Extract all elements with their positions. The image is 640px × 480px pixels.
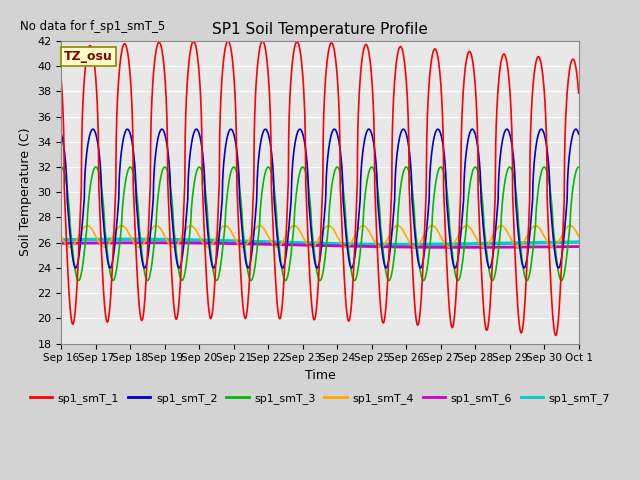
sp1_smT_1 [256,45,264,50]
sp1_smT_6 [256,241,264,247]
sp1_smT_6 [143,240,150,246]
sp1_smT_4 [58,233,65,239]
sp1_smT_1 [565,72,573,78]
sp1_smT_2 [509,151,517,157]
sp1_smT_3 [278,268,286,274]
sp1_smT_1 [116,59,124,64]
Title: SP1 Soil Temperature Profile: SP1 Soil Temperature Profile [212,22,428,37]
sp1_smT_4 [66,244,74,250]
sp1_smT_7 [122,237,130,242]
sp1_smT_2 [565,158,573,164]
Line: sp1_smT_3: sp1_smT_3 [61,167,579,280]
sp1_smT_2 [147,224,155,229]
sp1_smT_6 [58,240,65,246]
Text: No data for f_sp1_smT_5: No data for f_sp1_smT_5 [20,20,165,33]
sp1_smT_3 [116,233,124,239]
sp1_smT_1 [147,121,155,127]
Text: TZ_osu: TZ_osu [64,50,113,63]
sp1_smT_1 [58,78,65,84]
sp1_smT_3 [575,164,582,170]
sp1_smT_1 [552,333,559,338]
sp1_smT_1 [575,90,582,96]
sp1_smT_2 [116,159,124,165]
sp1_smT_2 [278,265,286,271]
Legend: sp1_smT_1, sp1_smT_2, sp1_smT_3, sp1_smT_4, sp1_smT_6, sp1_smT_7: sp1_smT_1, sp1_smT_2, sp1_smT_3, sp1_smT… [26,388,614,408]
sp1_smT_4 [509,240,516,245]
sp1_smT_4 [116,223,124,229]
sp1_smT_4 [256,223,264,228]
sp1_smT_2 [227,126,235,132]
Line: sp1_smT_7: sp1_smT_7 [61,240,579,244]
sp1_smT_6 [455,244,463,250]
sp1_smT_4 [565,223,573,229]
sp1_smT_7 [147,237,155,242]
Line: sp1_smT_4: sp1_smT_4 [61,226,579,247]
sp1_smT_3 [58,164,65,170]
sp1_smT_4 [147,227,155,233]
sp1_smT_6 [147,240,155,246]
sp1_smT_6 [278,242,286,248]
sp1_smT_6 [509,244,517,250]
sp1_smT_6 [116,240,124,246]
sp1_smT_7 [509,240,517,246]
sp1_smT_4 [566,223,574,228]
sp1_smT_3 [565,235,573,241]
sp1_smT_6 [575,244,582,250]
sp1_smT_7 [565,240,573,245]
Line: sp1_smT_2: sp1_smT_2 [61,129,579,268]
sp1_smT_7 [116,237,124,242]
Line: sp1_smT_6: sp1_smT_6 [61,243,579,247]
sp1_smT_3 [75,277,83,283]
sp1_smT_1 [509,200,516,206]
sp1_smT_4 [575,233,582,239]
sp1_smT_1 [224,38,232,44]
sp1_smT_2 [244,265,252,271]
X-axis label: Time: Time [305,369,335,382]
sp1_smT_7 [399,241,406,247]
sp1_smT_3 [256,214,264,220]
sp1_smT_4 [278,240,286,245]
sp1_smT_7 [575,239,582,245]
sp1_smT_7 [278,240,286,245]
sp1_smT_2 [58,131,65,137]
sp1_smT_3 [147,265,155,271]
sp1_smT_7 [256,239,264,245]
sp1_smT_3 [509,171,516,177]
Line: sp1_smT_1: sp1_smT_1 [61,41,579,336]
sp1_smT_7 [58,237,65,243]
sp1_smT_6 [565,244,573,250]
sp1_smT_1 [278,301,286,307]
sp1_smT_2 [575,131,582,137]
sp1_smT_2 [256,144,264,149]
Y-axis label: Soil Temperature (C): Soil Temperature (C) [19,128,32,256]
